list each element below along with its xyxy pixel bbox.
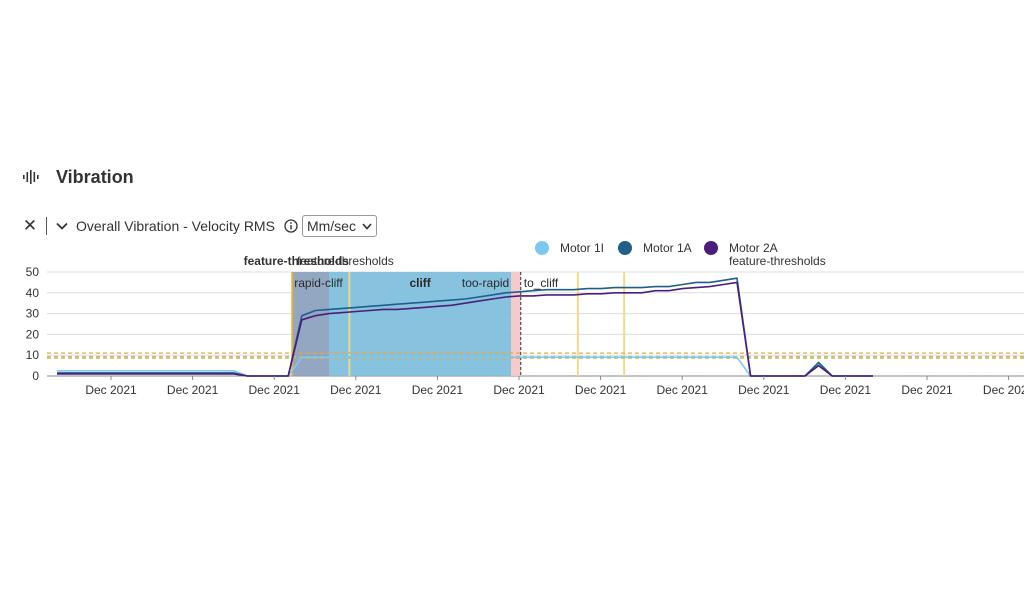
x-tick-label: Dec 2021 <box>412 383 464 397</box>
legend-label: Motor 2A <box>729 241 778 255</box>
info-icon[interactable] <box>284 219 298 233</box>
legend-marker[interactable] <box>704 241 718 255</box>
x-tick-label: Dec 2021 <box>738 383 790 397</box>
x-tick-label: Dec 2021 <box>983 383 1024 397</box>
toolbar-divider <box>46 217 47 235</box>
x-tick-label: Dec 2021 <box>575 383 627 397</box>
chart-toolbar: ✕ Overall Vibration - Velocity RMS Mm/se… <box>22 214 377 238</box>
region-too-rapid <box>511 272 521 376</box>
x-tick-label: Dec 2021 <box>85 383 137 397</box>
x-tick-label: Dec 2021 <box>901 383 953 397</box>
close-icon[interactable]: ✕ <box>22 216 38 235</box>
section-title: Vibration <box>56 166 134 187</box>
vibration-chart: 0 10 20 30 40 50 rapid-cliff cliff too-rapid to_c… <box>26 241 1024 397</box>
unit-select[interactable]: Mm/sec <box>301 215 377 237</box>
section-header: Vibration <box>22 164 134 190</box>
series-line[interactable] <box>57 281 873 377</box>
y-tick-label: 10 <box>26 348 40 362</box>
unit-select-value: Mm/sec <box>306 218 356 234</box>
series-line[interactable] <box>57 356 873 377</box>
x-tick-label: Dec 2021 <box>330 383 382 397</box>
chevron-down-icon[interactable] <box>56 222 68 230</box>
legend-label-thresholds: feature-thresholds <box>729 254 826 268</box>
region-label: cliff <box>409 276 431 290</box>
x-tick-label: Dec 2021 <box>493 383 545 397</box>
y-tick-label: 50 <box>26 265 40 279</box>
x-tick-label: Dec 2021 <box>249 383 301 397</box>
legend-marker[interactable] <box>618 241 632 255</box>
y-tick-label: 20 <box>26 327 40 341</box>
chart-label: Overall Vibration - Velocity RMS <box>76 218 275 234</box>
region-label: to_cliff <box>524 276 559 290</box>
legend-marker[interactable] <box>535 241 549 255</box>
legend-label: Motor 1I <box>560 241 604 255</box>
x-tick-label: Dec 2021 <box>820 383 872 397</box>
series-line[interactable] <box>57 277 873 377</box>
chevron-down-icon <box>362 222 372 230</box>
marker-label: feature-thresholds <box>244 254 350 268</box>
y-tick-label: 0 <box>32 369 39 383</box>
y-tick-label: 30 <box>26 307 40 321</box>
x-tick-label: Dec 2021 <box>167 383 219 397</box>
legend-label: Motor 1A <box>643 241 692 255</box>
y-tick-label: 40 <box>26 286 40 300</box>
region-label: too-rapid <box>462 276 509 290</box>
vibration-icon <box>23 170 39 184</box>
marker-label: feature-thresholds <box>297 254 394 268</box>
x-tick-label: Dec 2021 <box>657 383 709 397</box>
region-label: rapid-cliff <box>294 276 343 290</box>
